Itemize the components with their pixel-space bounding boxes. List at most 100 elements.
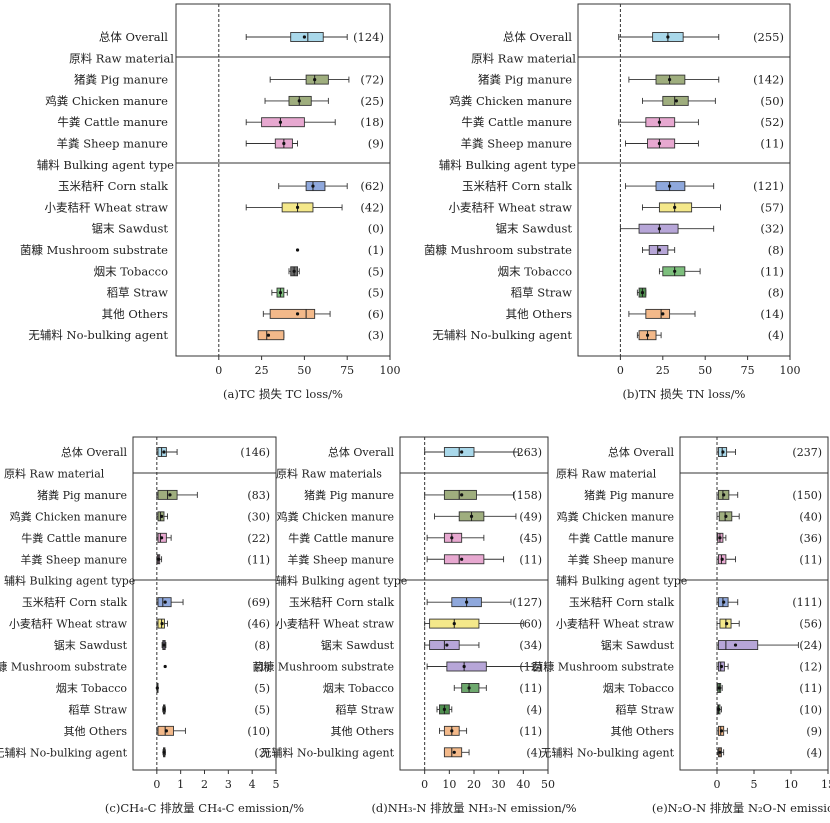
sample-count: (36)	[799, 532, 822, 545]
row-label: 牛粪 Cattle manure	[568, 531, 674, 545]
mean-point	[292, 269, 296, 273]
panel-b: 0 25 50 75 100 (b)TN 损失 TN loss/% 总体 Overall (2…	[424, 3, 801, 401]
mean-point	[722, 493, 726, 497]
plot-frame	[577, 3, 791, 357]
row: 其他 Others (10)	[64, 725, 270, 738]
mean-point	[156, 557, 161, 561]
mean-point	[162, 707, 166, 712]
row: 总体 Overall (255)	[503, 30, 784, 44]
row: 牛粪 Cattle manure (22)	[21, 531, 270, 545]
row: 锯末 Sawdust (34)	[321, 638, 542, 652]
x-tick-label: 50	[541, 778, 555, 791]
row: 烟末 Tobacco (11)	[323, 681, 542, 695]
mean-point	[666, 35, 670, 39]
group-header: 原料 Raw material	[69, 51, 174, 65]
row: 牛粪 Cattle manure (52)	[461, 115, 784, 129]
mean-point	[673, 205, 677, 209]
sample-count: (4)	[806, 746, 822, 759]
row-label: 玉米秸秆 Corn stalk	[462, 179, 573, 193]
sample-count: (158)	[512, 489, 542, 502]
mean-point	[450, 729, 454, 733]
sample-count: (49)	[519, 510, 542, 523]
row: 玉米秸秆 Corn stalk (127)	[289, 596, 542, 609]
sample-count: (146)	[240, 446, 270, 459]
x-tick-label: 3	[225, 778, 232, 791]
sample-count: (34)	[519, 639, 542, 652]
sample-count: (5)	[368, 286, 384, 300]
iqr-box	[257, 330, 285, 341]
row: 稻草 Straw (8)	[511, 286, 784, 300]
row: 总体 Overall (146)	[61, 445, 270, 459]
row-label: 猪粪 Pig manure	[304, 488, 394, 502]
mean-point	[640, 291, 645, 295]
row: 小麦秸秆 Wheat straw (56)	[556, 618, 822, 631]
sample-count: (52)	[760, 115, 784, 129]
row: 小麦秸秆 Wheat straw (42)	[44, 200, 384, 214]
sample-count: (56)	[799, 618, 822, 631]
mean-point	[162, 450, 166, 454]
sample-count: (12)	[519, 661, 542, 674]
sample-count: (57)	[760, 200, 784, 214]
sample-count: (25)	[360, 94, 384, 108]
row-label: 牛粪 Cattle manure	[21, 531, 127, 545]
row-label: 稻草 Straw	[335, 703, 394, 716]
mean-point	[163, 664, 167, 669]
row: 总体 Overall (263)	[328, 445, 542, 459]
sample-count: (11)	[519, 725, 542, 738]
row-label: 无辅料 No-bulking agent	[260, 745, 394, 759]
row-label: 小麦秸秆 Wheat straw	[556, 618, 675, 631]
sample-count: (11)	[760, 137, 784, 151]
row-label: 无辅料 No-bulking agent	[540, 745, 674, 759]
row: 菌糠 Mushroom substrate (1)	[0, 660, 270, 674]
mean-point	[716, 707, 721, 712]
group-header: 原料 Raw materials	[276, 466, 382, 480]
row-label: 总体 Overall	[608, 445, 675, 459]
mean-point	[278, 120, 283, 124]
row: 锯末 Sawdust (24)	[601, 638, 822, 652]
sample-count: (40)	[799, 510, 822, 523]
row-label: 烟末 Tobacco	[323, 681, 395, 695]
mean-point	[266, 333, 271, 337]
row-label: 锯末 Sawdust	[601, 638, 675, 652]
row: 锯末 Sawdust (8)	[54, 638, 270, 652]
row: 原料 Raw material	[69, 51, 174, 65]
group-header: 原料 Raw material	[556, 466, 657, 480]
row: 其他 Others (14)	[506, 307, 784, 321]
mean-point	[719, 664, 724, 669]
row: 无辅料 No-bulking agent (3)	[28, 328, 384, 342]
mean-point	[160, 514, 164, 518]
mean-point	[155, 686, 159, 690]
mean-point	[302, 35, 306, 39]
row-label: 总体 Overall	[328, 445, 395, 459]
sample-count: (60)	[519, 618, 542, 631]
mean-point	[657, 227, 662, 231]
row: 羊粪 Sheep manure (9)	[57, 137, 384, 151]
mean-point	[450, 536, 454, 540]
mean-point	[733, 643, 738, 647]
sample-count: (32)	[760, 222, 784, 236]
row: 辅料 Bulking agent type	[276, 574, 407, 588]
x-tick-label: 0	[153, 778, 160, 791]
row: 菌糠 Mushroom substrate (8)	[424, 243, 784, 257]
mean-point	[657, 141, 662, 146]
row-label: 羊粪 Sheep manure	[567, 552, 674, 566]
mean-point	[460, 557, 464, 561]
row-label: 菌糠 Mushroom substrate	[0, 660, 127, 674]
row: 玉米秸秆 Corn stalk (62)	[58, 179, 384, 193]
row-label: 猪粪 Pig manure	[584, 488, 674, 502]
mean-point	[442, 707, 446, 712]
panel-caption: (e)N₂O-N 排放量 N₂O-N emission/%	[652, 801, 830, 815]
mean-point	[162, 643, 166, 647]
sample-count: (69)	[247, 596, 270, 609]
row-label: 羊粪 Sheep manure	[461, 137, 573, 151]
sample-count: (1)	[254, 661, 270, 674]
row-label: 锯末 Sawdust	[321, 638, 395, 652]
row: 羊粪 Sheep manure (11)	[287, 552, 542, 566]
row: 玉米秸秆 Corn stalk (111)	[569, 596, 822, 609]
x-tick-label: 75	[741, 364, 755, 377]
panel-caption: (b)TN 损失 TN loss/%	[623, 387, 746, 401]
x-tick-label: 25	[255, 364, 269, 377]
sample-count: (10)	[247, 725, 270, 738]
panel-c: 0 1 2 3 4 5 (c)CH₄-C 排放量 CH₄-C emission/% 总体 Ov…	[0, 436, 304, 815]
